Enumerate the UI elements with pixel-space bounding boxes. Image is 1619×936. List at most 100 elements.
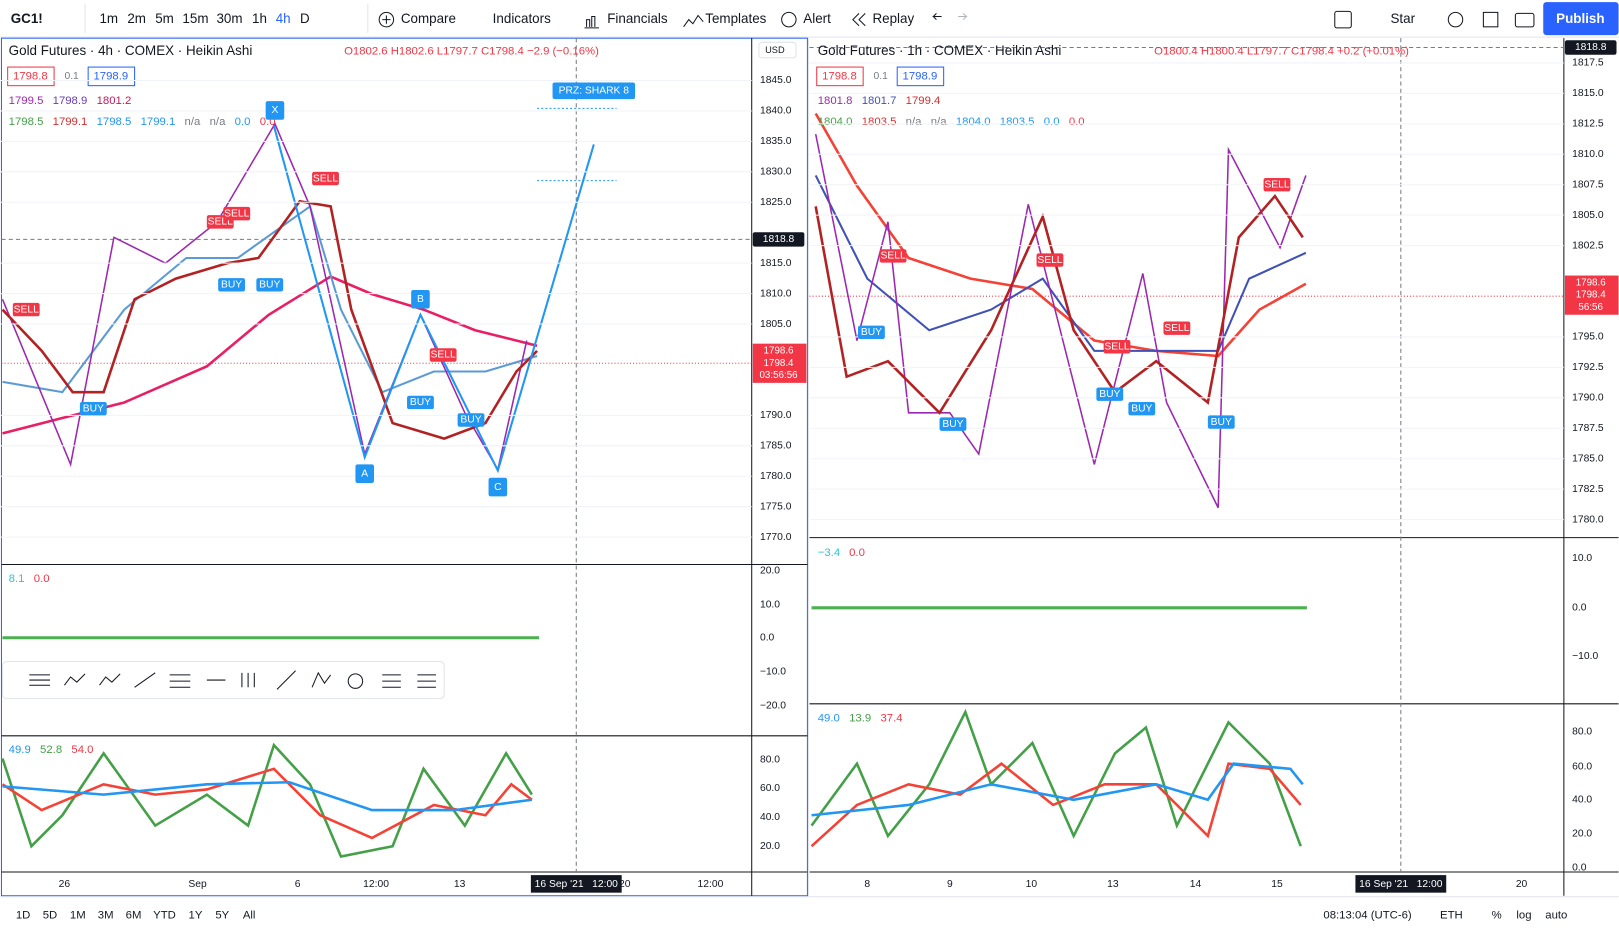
signal-label-bg	[1207, 415, 1235, 429]
interval[interactable]: 2m	[127, 11, 146, 26]
percent[interactable]: %	[1492, 909, 1502, 921]
tool[interactable]	[347, 673, 364, 689]
screenshot-icon[interactable]	[1514, 12, 1535, 28]
crosshair-price: 1818.8	[1575, 42, 1607, 53]
replay-button[interactable]: Replay	[872, 11, 914, 26]
layout-button[interactable]: Star	[1391, 11, 1416, 26]
legend-value: n/a	[185, 116, 201, 128]
step: 0.1	[64, 71, 79, 82]
rsi-line	[811, 762, 1304, 817]
range-button[interactable]: YTD	[153, 909, 176, 921]
fullscreen-icon[interactable]	[1482, 11, 1499, 28]
interval[interactable]: 5m	[155, 11, 174, 26]
ma-line	[814, 193, 1304, 415]
macd-tick: −20.0	[760, 701, 786, 712]
publish-label[interactable]: Publish	[1556, 11, 1604, 26]
interval[interactable]: 1m	[99, 11, 118, 26]
range-button[interactable]: 5Y	[215, 909, 229, 921]
clock: 08:13:04 (UTC-6)	[1323, 909, 1411, 921]
bid: 1798.8	[822, 70, 857, 82]
price-tick: 1802.5	[1572, 240, 1604, 251]
interval[interactable]: D	[300, 11, 310, 26]
range-button[interactable]: 1D	[16, 909, 31, 921]
rsi-tick: 80.0	[1572, 726, 1592, 737]
legend-value: 1799.5	[9, 95, 44, 107]
price-tick: 1815.0	[760, 258, 792, 269]
price-tick: 1775.0	[760, 501, 792, 512]
interval[interactable]: 30m	[216, 11, 242, 26]
tool[interactable]	[382, 674, 401, 688]
session[interactable]: ETH	[1440, 909, 1463, 921]
chart-title: Gold Futures · 4h · COMEX · Heikin Ashi	[9, 43, 253, 58]
indicators-button[interactable]: Indicators	[493, 11, 551, 26]
tool[interactable]	[417, 674, 436, 688]
rsi-legend: 13.9	[849, 712, 871, 724]
signal-label-bg	[1263, 178, 1291, 192]
undo-icon[interactable]	[932, 13, 942, 20]
last-price-bg	[1564, 275, 1619, 315]
interval[interactable]: 4h	[276, 11, 291, 26]
price-tick: 1787.5	[1572, 423, 1604, 434]
auto[interactable]: auto	[1545, 909, 1567, 921]
macd-tick: 20.0	[760, 565, 780, 576]
tool[interactable]	[99, 673, 121, 686]
crosshair-price: 1818.8	[763, 234, 795, 245]
price-tick: 1807.5	[1572, 179, 1604, 190]
tool[interactable]	[64, 673, 86, 686]
range-button[interactable]: 3M	[98, 909, 114, 921]
signal-label: SELL	[1104, 341, 1129, 352]
log[interactable]: log	[1516, 909, 1531, 921]
publish-button[interactable]	[1543, 2, 1619, 36]
tool[interactable]	[241, 672, 255, 688]
legend-value: 1801.7	[862, 95, 897, 107]
redo-icon[interactable]	[958, 13, 968, 20]
tool[interactable]	[29, 674, 50, 686]
range-button[interactable]: 6M	[126, 909, 142, 921]
rsi-line	[2, 780, 533, 812]
legend-value: 0.0	[235, 116, 251, 128]
currency[interactable]: USD	[765, 45, 785, 55]
legend-value: n/a	[906, 116, 922, 128]
alert-button[interactable]: Alert	[803, 11, 831, 26]
compare-button[interactable]: Compare	[401, 11, 456, 26]
price-tick: 1790.0	[1572, 393, 1604, 404]
time-tick: 15	[1271, 879, 1283, 890]
range-button[interactable]: 1M	[70, 909, 86, 921]
range-button[interactable]: 5D	[43, 909, 58, 921]
tool[interactable]	[311, 671, 332, 688]
templates-icon	[683, 14, 704, 28]
range-button[interactable]: 1Y	[189, 909, 203, 921]
signal-label-bg	[407, 395, 434, 410]
legend-value: 1798.5	[97, 116, 132, 128]
range-button[interactable]: All	[243, 909, 256, 921]
ask: 1798.9	[94, 70, 129, 82]
time-tick: 20	[1516, 879, 1528, 890]
financials-button[interactable]: Financials	[607, 11, 668, 26]
templates-button[interactable]: Templates	[705, 11, 766, 26]
interval[interactable]: 15m	[182, 11, 208, 26]
signal-label-bg	[312, 171, 339, 186]
time-tick: 26	[59, 879, 71, 890]
price-tick: 1810.0	[760, 288, 792, 299]
layout-icon[interactable]	[1334, 10, 1352, 29]
settings-icon[interactable]	[1447, 11, 1464, 28]
signal-label-bg	[1128, 401, 1156, 416]
interval[interactable]: 1h	[252, 11, 267, 26]
time-tick: 13	[454, 879, 466, 890]
price-tick: 1805.0	[760, 319, 792, 330]
symbol[interactable]: GC1!	[11, 11, 43, 26]
signal-label: SELL	[1164, 323, 1189, 334]
tool[interactable]	[169, 674, 191, 688]
time-cursor-bg	[530, 875, 622, 893]
tool[interactable]	[276, 670, 296, 690]
tool[interactable]	[134, 672, 156, 688]
signal-label-bg	[429, 348, 457, 362]
rsi-tick: 0.0	[1572, 863, 1587, 874]
legend-value: 1799.1	[141, 116, 176, 128]
bid-box	[816, 66, 864, 87]
price-tick: 1830.0	[760, 167, 792, 178]
legend-value: 1804.0	[956, 116, 991, 128]
